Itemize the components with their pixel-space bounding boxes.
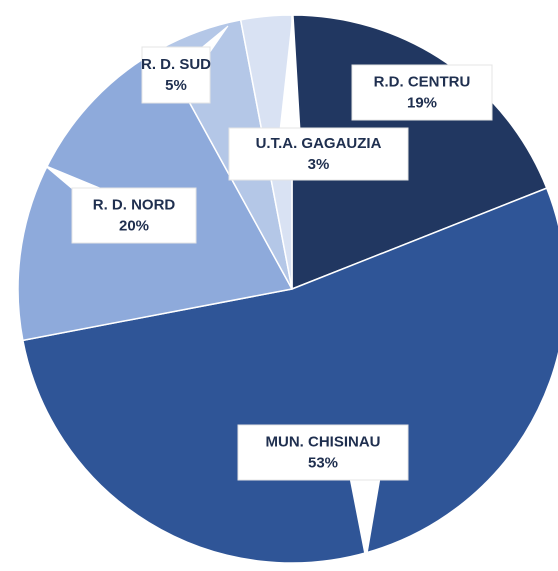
callout-box [228, 127, 409, 181]
slice-label: R.D. CENTRU [374, 73, 471, 90]
slice-value-label: 3% [308, 156, 330, 173]
slice-value-label: 53% [308, 454, 338, 471]
slice-value-label: 5% [165, 77, 187, 94]
callout-box [351, 64, 493, 121]
slice-label: MUN. CHISINAU [266, 433, 381, 450]
callout-box [237, 424, 409, 481]
slice-label: U.T.A. GAGAUZIA [256, 135, 382, 152]
slice-value-label: 20% [119, 217, 149, 234]
slice-label: R. D. NORD [93, 196, 176, 213]
callout-box [71, 187, 197, 244]
callout-box [141, 46, 211, 104]
pie-slice [21, 187, 558, 564]
slice-label: R. D. SUD [141, 56, 211, 73]
slice-value-label: 19% [407, 94, 437, 111]
